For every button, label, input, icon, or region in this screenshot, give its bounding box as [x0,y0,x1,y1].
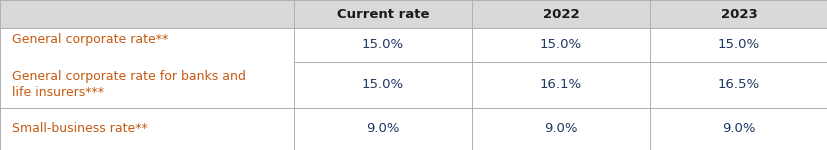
Text: General corporate rate**: General corporate rate** [12,33,169,46]
Bar [0,0,827,28]
Text: 9.0%: 9.0% [366,123,399,135]
Text: 9.0%: 9.0% [543,123,577,135]
Text: 15.0%: 15.0% [539,38,581,51]
Text: 9.0%: 9.0% [721,123,755,135]
Text: 2022: 2022 [542,8,579,21]
Text: 15.0%: 15.0% [361,78,404,91]
Text: 15.0%: 15.0% [717,38,759,51]
Text: 15.0%: 15.0% [361,38,404,51]
Text: 16.1%: 16.1% [539,78,581,91]
Text: Small-business rate**: Small-business rate** [12,123,148,135]
Text: 2023: 2023 [719,8,757,21]
Text: 16.5%: 16.5% [717,78,759,91]
Text: General corporate rate for banks and
life insurers***: General corporate rate for banks and lif… [12,70,246,99]
Text: Current rate: Current rate [337,8,428,21]
